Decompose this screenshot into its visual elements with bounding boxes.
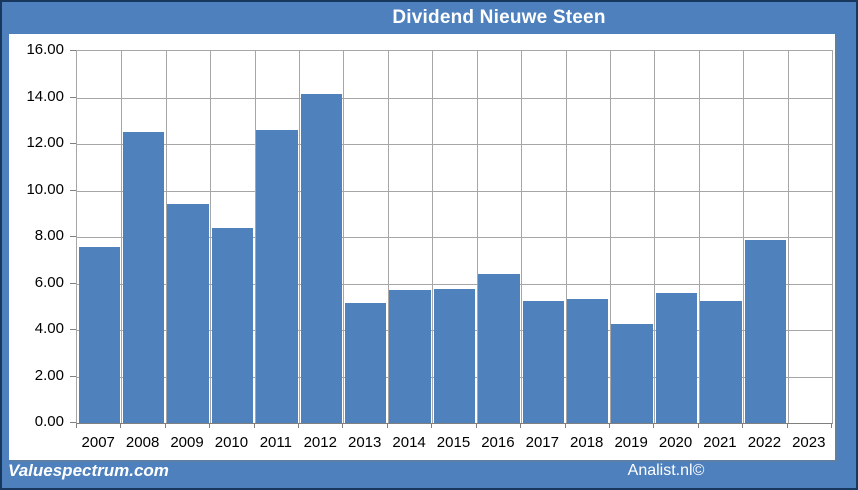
y-axis-tick [70, 96, 76, 98]
chart-header: Dividend Nieuwe Steen [152, 2, 846, 33]
y-axis-tick [70, 143, 76, 144]
y-axis-tick [70, 236, 76, 237]
bar-2016 [478, 274, 520, 423]
x-axis-label: 2010 [214, 434, 249, 451]
x-axis-tick [342, 423, 344, 428]
y-axis-label: 16.00 [26, 41, 64, 58]
x-axis-label: 2011 [259, 434, 292, 451]
bar-2019 [611, 324, 653, 423]
x-axis-label: 2012 [303, 434, 337, 451]
watermark-valuespectrum: Valuespectrum.com [8, 461, 169, 480]
x-axis-tick [253, 423, 255, 428]
x-axis-label: 2014 [392, 434, 426, 451]
x-axis-label: 2009 [170, 434, 204, 451]
bar-2011 [256, 130, 298, 423]
y-axis-label: 8.00 [34, 227, 64, 244]
x-axis-label: 2021 [703, 434, 737, 451]
y-axis-tick [70, 189, 76, 191]
x-axis-tick [386, 423, 388, 428]
v-gridline [387, 51, 389, 423]
bar-2010 [211, 227, 254, 423]
v-gridline [121, 51, 123, 423]
v-gridline [476, 51, 478, 423]
bar-2013 [344, 303, 387, 423]
bar-2018 [567, 298, 609, 423]
y-axis-label: 4.00 [34, 320, 64, 337]
y-axis-tick [70, 50, 76, 51]
v-gridline [210, 51, 212, 423]
bar-2017 [522, 300, 565, 423]
y-axis-label: 0.00 [34, 413, 64, 430]
x-axis-tick [475, 423, 477, 428]
x-axis-tick [431, 423, 433, 428]
bar-2012 [300, 94, 342, 423]
v-gridline [343, 51, 345, 423]
v-gridline [299, 51, 301, 423]
v-gridline [521, 51, 523, 423]
x-axis-tick [697, 423, 699, 428]
v-gridline [698, 51, 700, 423]
v-gridline [565, 51, 567, 423]
x-axis-label: 2023 [792, 434, 826, 451]
x-axis-label: 2007 [81, 434, 115, 451]
x-axis-label: 2017 [525, 434, 559, 451]
bar-2021 [700, 300, 742, 423]
x-axis-label: 2018 [570, 434, 604, 451]
y-axis-tick [70, 375, 76, 377]
v-gridline [432, 51, 434, 423]
v-gridline [609, 51, 611, 423]
plot-area [76, 50, 833, 424]
y-axis-label: 12.00 [26, 134, 64, 151]
x-axis-label: 2013 [347, 434, 382, 451]
x-axis-label: 2019 [614, 434, 648, 451]
x-axis-tick [520, 423, 522, 428]
x-axis-tick [164, 423, 166, 428]
y-axis-tick [70, 422, 76, 423]
bar-2009 [167, 204, 209, 423]
h-gridline [77, 190, 832, 192]
bar-2015 [433, 289, 476, 423]
x-axis-tick [564, 423, 566, 428]
page-title: Dividend Nieuwe Steen [392, 7, 606, 28]
v-gridline [654, 51, 656, 423]
bar-2007 [78, 247, 120, 423]
y-axis-tick [70, 329, 76, 330]
x-axis-label: 2016 [481, 434, 515, 451]
x-axis-tick [76, 423, 77, 428]
y-axis-label: 10.00 [26, 180, 64, 198]
x-axis-label: 2020 [658, 434, 693, 451]
v-gridline [743, 51, 745, 423]
x-axis-tick [786, 423, 788, 428]
v-gridline [787, 51, 789, 423]
h-gridline [77, 97, 832, 99]
bar-2020 [655, 292, 698, 423]
x-axis-tick [831, 423, 832, 428]
x-axis-tick [742, 423, 744, 428]
v-gridline [254, 51, 256, 423]
y-axis-tick [70, 282, 76, 284]
h-gridline [77, 144, 832, 145]
chart-panel: 0.00 2.00 4.00 6.00 8.00 10.00 12.00 14.00 16.00… [9, 34, 835, 460]
x-axis-label: 2015 [436, 434, 471, 451]
y-axis-label: 2.00 [34, 366, 64, 384]
v-gridline [165, 51, 167, 423]
x-axis-tick [608, 423, 610, 428]
x-axis-tick [120, 423, 122, 428]
y-axis-label: 6.00 [34, 273, 64, 291]
h-gridline [77, 237, 832, 238]
bar-2008 [122, 132, 165, 423]
y-axis-label: 14.00 [26, 87, 64, 105]
h-gridline [77, 283, 832, 285]
x-axis-tick [209, 423, 211, 428]
x-axis-label: 2008 [125, 434, 160, 451]
bar-2022 [744, 240, 787, 423]
x-axis-tick [653, 423, 655, 428]
footer-bar: Valuespectrum.com Analist.nl© [4, 456, 854, 486]
watermark-analist: Analist.nl© [627, 462, 705, 479]
bar-2014 [389, 290, 431, 423]
x-axis-tick [298, 423, 300, 428]
x-axis-label: 2022 [747, 434, 782, 451]
